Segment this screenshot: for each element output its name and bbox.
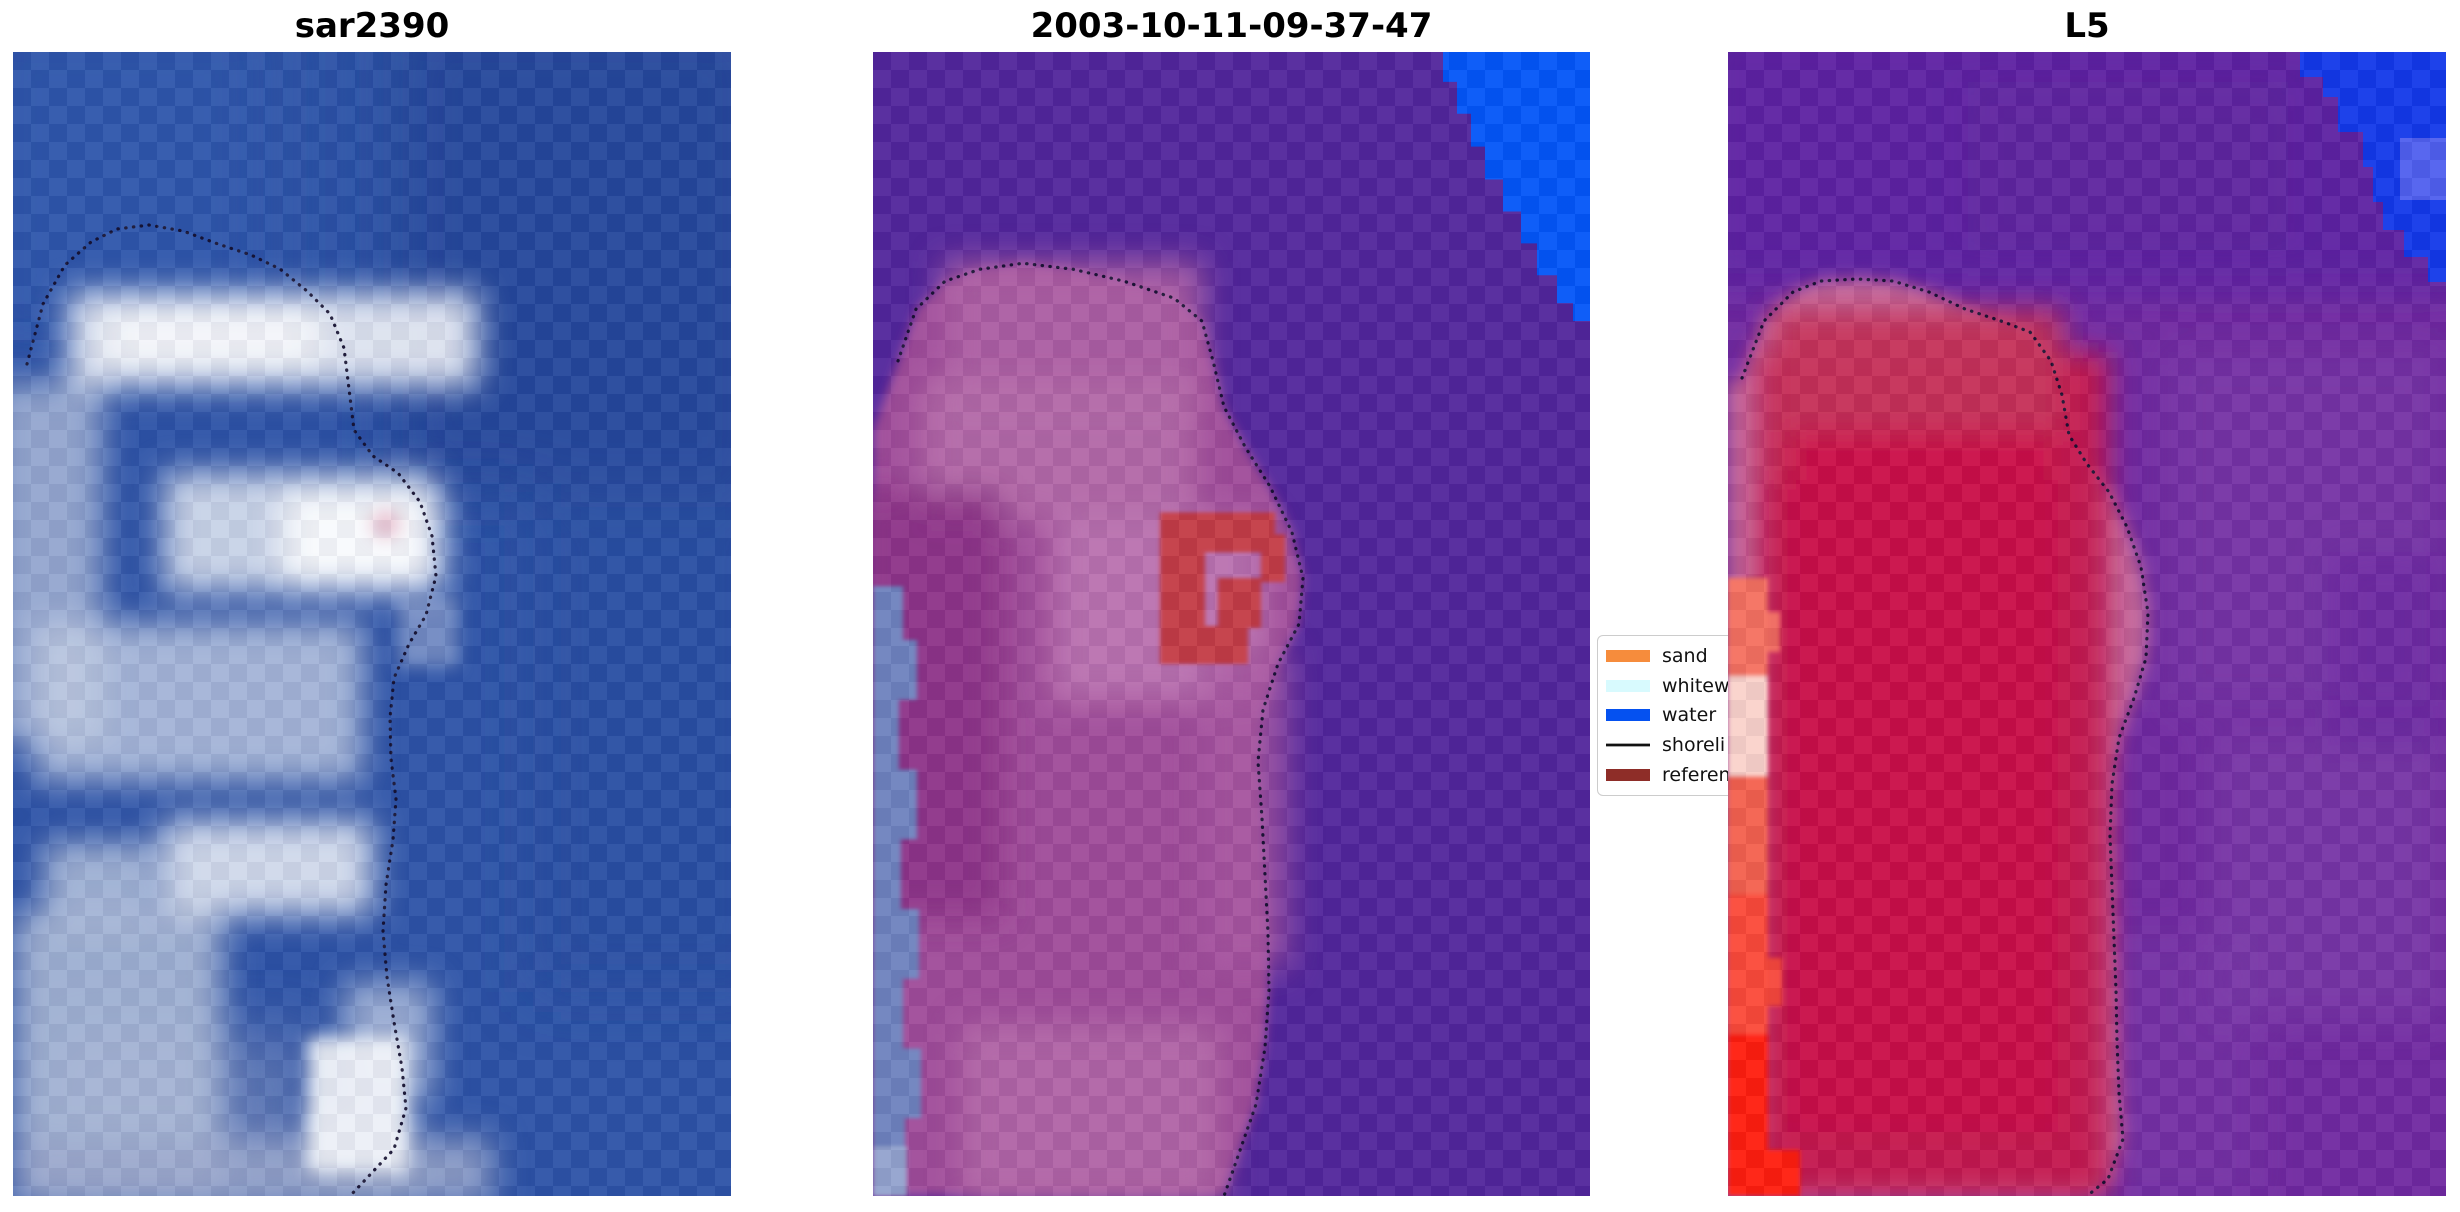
legend-label-reference: referen bbox=[1662, 764, 1731, 787]
shoreline-contour bbox=[25, 223, 438, 1196]
left-edge-bright-pixels bbox=[1728, 578, 1800, 1196]
legend-label-sand: sand bbox=[1662, 644, 1708, 667]
reference-red-patch bbox=[1160, 512, 1285, 664]
l5-image bbox=[1728, 52, 2446, 1196]
water-region bbox=[1443, 52, 1590, 322]
panel-l5-image bbox=[1728, 52, 2446, 1196]
land-red-core bbox=[1758, 310, 2108, 1196]
panel-classified-image bbox=[873, 52, 1590, 1196]
legend-entry-whitewater: whitew bbox=[1606, 671, 1803, 701]
water-region bbox=[2300, 52, 2446, 282]
legend-swatch-reference bbox=[1606, 769, 1650, 782]
panel-sar-image bbox=[13, 52, 731, 1196]
shoreline-contour bbox=[1740, 277, 2150, 1196]
legend-label-water: water bbox=[1662, 704, 1717, 727]
panel-title-date: 2003-10-11-09-37-47 bbox=[1030, 6, 1433, 46]
legend-entry-water: water bbox=[1606, 701, 1803, 731]
legend-swatch-sand bbox=[1606, 649, 1650, 662]
legend-label-whitewater: whitew bbox=[1662, 674, 1730, 697]
legend-label-shoreline: shoreli bbox=[1662, 734, 1726, 757]
legend-swatch-shoreline-line bbox=[1606, 743, 1650, 747]
land-highlights bbox=[308, 509, 458, 1172]
legend-entry-sand: sand bbox=[1606, 641, 1803, 671]
legend-swatch-water bbox=[1606, 709, 1650, 722]
sea-shading bbox=[13, 52, 731, 1196]
sar-image bbox=[13, 52, 731, 1196]
classified-image bbox=[873, 52, 1590, 1196]
whitewater-streak bbox=[873, 586, 921, 1196]
legend-entry-shoreline: shoreli bbox=[1606, 730, 1803, 760]
water-light-pixel bbox=[2400, 138, 2446, 200]
shoreline-contour bbox=[896, 261, 1305, 1196]
panel-title-sar: sar2390 bbox=[294, 6, 450, 46]
legend-swatch-whitewater bbox=[1606, 679, 1650, 692]
panel-title-l5: L5 bbox=[2064, 6, 2110, 46]
legend-entry-reference: referen bbox=[1606, 760, 1803, 790]
